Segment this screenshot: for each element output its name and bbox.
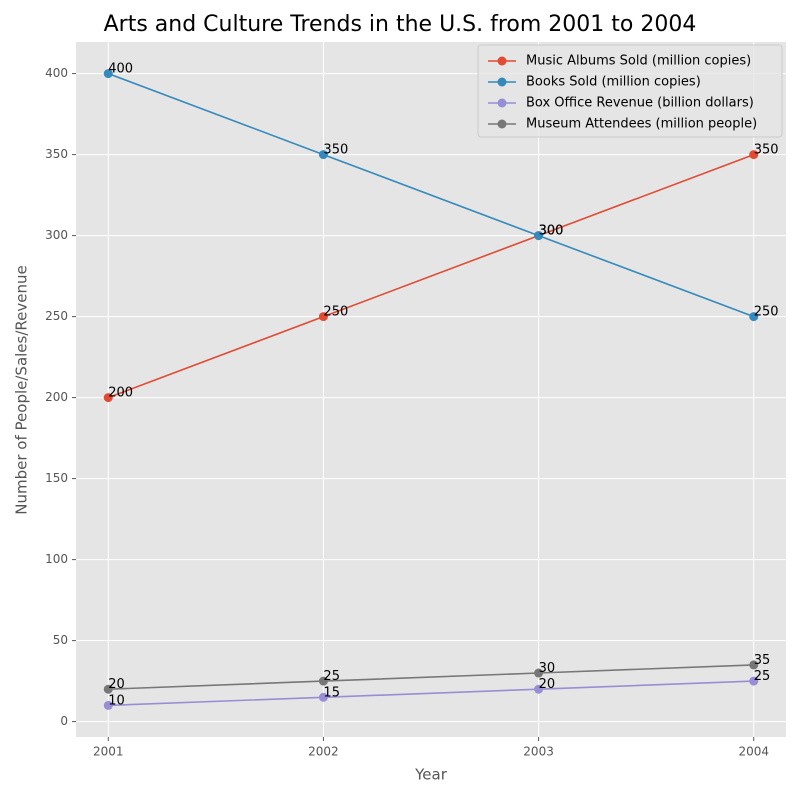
y-tick-label: 250 [45,309,68,323]
marker [749,312,759,322]
value-label: 300 [539,224,564,239]
series-line [107,72,755,318]
value-label: 25 [323,669,340,684]
marker [749,676,759,686]
series-line [107,153,755,399]
value-label: 35 [754,653,771,668]
y-tick-label: 200 [45,390,68,404]
y-tick-label: 400 [45,66,68,80]
marker [534,231,544,241]
marker [749,150,759,160]
value-label: 25 [754,669,771,684]
legend-box [477,44,783,138]
value-label: 250 [323,305,348,320]
y-tick-label: 300 [45,228,68,242]
marker [103,393,113,403]
legend-label: Museum Attendees (million people) [526,117,757,132]
marker [534,684,544,694]
legend-marker [497,98,507,108]
value-label: 300 [539,224,564,239]
y-tick-label: 150 [45,471,68,485]
value-label: 250 [754,305,779,320]
x-tick-label: 2001 [93,745,124,759]
legend-marker [497,119,507,129]
x-tick-label: 2003 [523,745,554,759]
legend-label: Music Albums Sold (million copies) [526,54,751,69]
value-label: 20 [539,677,556,692]
x-tick-label: 2004 [738,745,769,759]
marker [103,684,113,694]
value-label: 400 [108,62,133,77]
marker [534,668,544,678]
plot-area [76,42,786,737]
value-label: 20 [108,677,125,692]
y-tick-label: 100 [45,552,68,566]
value-label: 350 [323,143,348,158]
marker [318,676,328,686]
y-axis-label: Number of People/Sales/Revenue [13,265,31,514]
chart-title: Arts and Culture Trends in the U.S. from… [104,12,697,37]
y-tick-label: 0 [60,714,68,728]
value-label: 15 [323,685,340,700]
value-label: 350 [754,143,779,158]
x-tick-label: 2002 [308,745,339,759]
legend-label: Books Sold (million copies) [526,75,701,90]
marker [103,69,113,79]
marker [318,312,328,322]
series-line [108,680,754,707]
value-label: 30 [539,661,556,676]
legend-label: Box Office Revenue (billion dollars) [526,96,754,111]
value-label: 10 [108,693,125,708]
legend-marker [497,56,507,66]
legend-marker [497,77,507,87]
y-tick-label: 50 [53,633,68,647]
marker [749,660,759,670]
series-line [108,664,754,691]
marker [318,692,328,702]
marker [103,700,113,710]
value-label: 200 [108,386,133,401]
marker [318,150,328,160]
y-tick-label: 350 [45,147,68,161]
x-axis-label: Year [414,766,448,784]
